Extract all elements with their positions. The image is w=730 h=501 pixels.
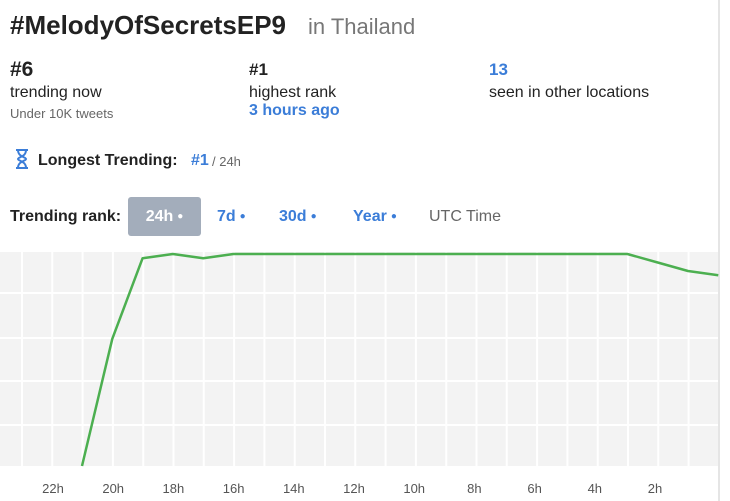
stat-label: highest rank [249,84,337,101]
tab-text: Year [353,208,387,225]
x-tick-label: 14h [283,481,305,496]
tab-text: 7d [217,208,236,225]
tab-year[interactable]: Year ● [353,197,397,236]
tab-24h[interactable]: 24h ● [128,197,201,236]
stat-label: trending now [10,84,102,101]
stat-value[interactable]: 13 [489,60,508,79]
x-tick-label: 22h [42,481,64,496]
rank-line [80,252,719,467]
location: in Thailand [308,14,416,39]
hourglass-icon [16,149,28,169]
x-tick-label: 8h [467,481,481,496]
x-tick-label: 18h [163,481,185,496]
tab-text: 30d [279,208,307,225]
x-tick-label: 12h [343,481,365,496]
tab-dot: ● [310,211,317,223]
hashtag-title: #MelodyOfSecretsEP9 [10,10,287,40]
x-tick-label: 2h [648,481,662,496]
tab-7d[interactable]: 7d ● [217,197,246,236]
stat-label: seen in other locations [489,84,650,101]
stat-value: #6 [10,58,34,81]
tab-dot: ● [177,211,184,223]
longest-period: / 24h [212,154,241,169]
tab-dot: ● [239,211,246,223]
x-tick-label: 6h [527,481,541,496]
longest-rank: #1 [191,152,209,169]
stat-note[interactable]: 3 hours ago [249,102,340,119]
x-tick-label: 16h [223,481,245,496]
tab-text: 24h [145,208,174,225]
tab-timezone[interactable]: UTC Time [429,208,501,225]
tab-30d[interactable]: 30d ● [279,197,317,236]
stat-value: #1 [249,60,268,79]
longest-label: Longest Trending: [38,152,178,169]
stat-note: Under 10K tweets [10,106,114,121]
x-tick-label: 4h [588,481,602,496]
tabs-label: Trending rank: [10,208,122,225]
x-tick-label: 20h [102,481,124,496]
tab-dot: ● [390,211,397,223]
x-tick-label: 10h [403,481,425,496]
scroll-border [718,0,720,501]
